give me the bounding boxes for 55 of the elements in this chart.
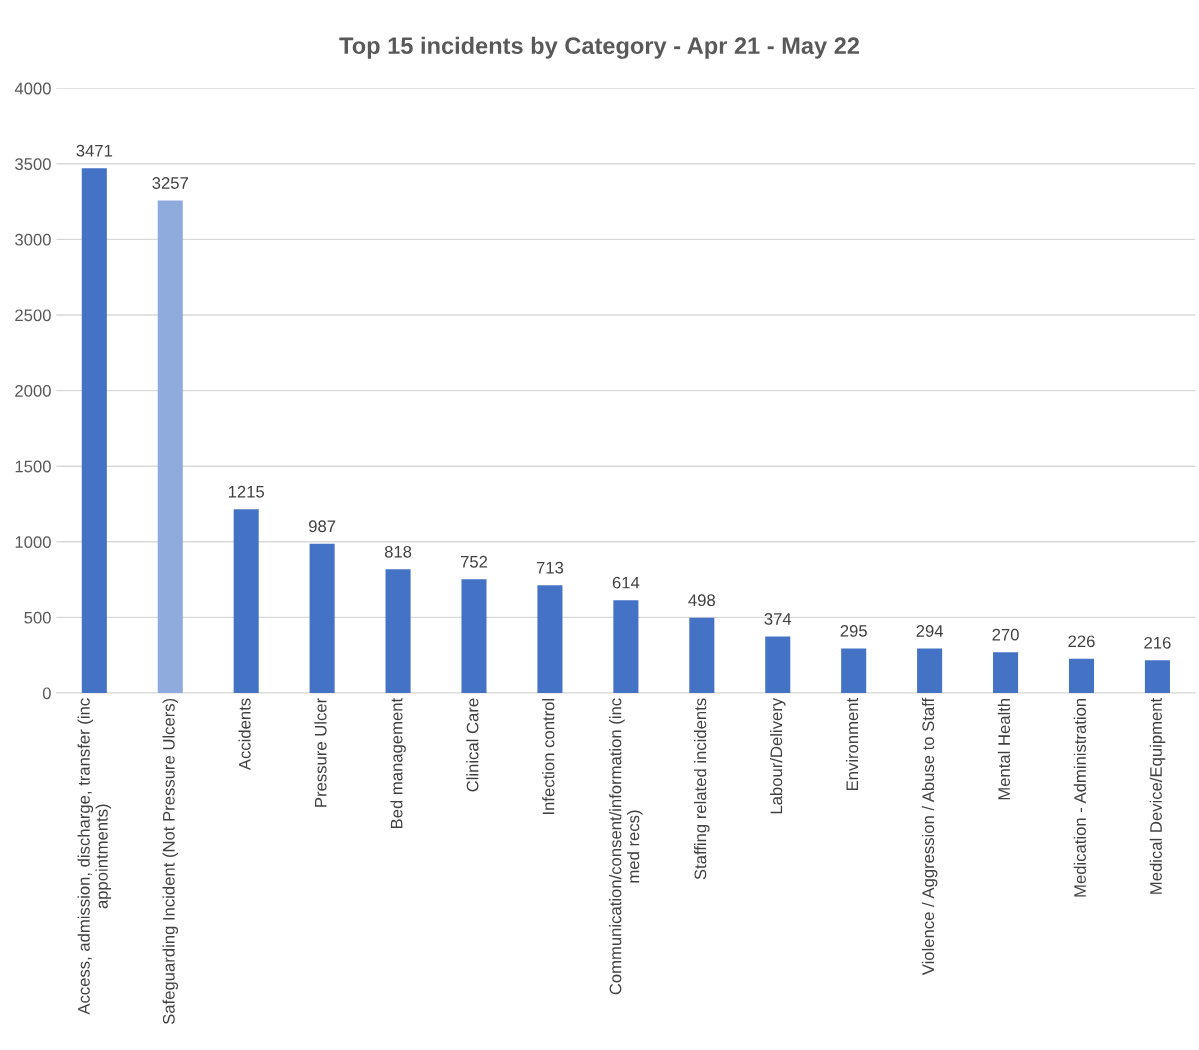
y-tick-label: 2500: [15, 309, 51, 322]
y-tick-label: 3500: [15, 158, 51, 170]
bar: [765, 636, 791, 693]
x-tick-label: Labour/Delivery: [769, 697, 786, 814]
y-tick-label: 0: [42, 687, 51, 700]
data-label: 226: [1068, 635, 1095, 648]
x-tick-label: Communication/consent/information (inc med recs): [609, 698, 643, 995]
bar: [537, 585, 563, 693]
x-tick-label: Violence / Aggression / Abuse to Staff: [921, 697, 938, 976]
x-tick-label: Environment: [845, 697, 859, 791]
data-label: 216: [1144, 636, 1171, 649]
x-tick-label: Access, admission, discharge, transfer (inc appointments): [77, 698, 112, 1015]
bar: [1068, 658, 1095, 693]
x-tick-label: Accidents: [238, 698, 251, 771]
data-label: 752: [460, 555, 488, 568]
data-label: 713: [536, 561, 564, 574]
x-tick-label: Medical Device/Equipment: [1149, 697, 1166, 894]
x-tick-label: Infection control: [542, 698, 555, 814]
y-tick-label: 2000: [15, 385, 51, 397]
x-tick-label: Clinical Care: [466, 698, 479, 792]
bar: [385, 569, 411, 693]
y-tick-label: 4000: [14, 82, 51, 95]
data-label: 818: [384, 545, 412, 558]
x-tick-label: Staffing related incidents: [694, 698, 710, 880]
bar: [233, 509, 259, 693]
bar: [157, 200, 183, 693]
x-tick-label: Bed management: [390, 697, 406, 829]
data-label: 498: [688, 594, 715, 607]
x-tick-label: Medication - Administration: [1073, 698, 1086, 897]
x-tick-label: Mental Health: [997, 698, 1011, 800]
bar: [993, 652, 1019, 693]
y-tick-label: 500: [24, 611, 51, 624]
y-tick-label: 3000: [15, 233, 51, 246]
bar: [613, 600, 639, 693]
bar: [1144, 660, 1170, 693]
data-label: 614: [612, 576, 640, 589]
bar: [841, 648, 867, 693]
x-tick-label: Pressure Ulcer: [314, 698, 327, 807]
data-label: 1215: [228, 485, 265, 498]
data-label: 987: [309, 520, 336, 533]
data-label: 374: [764, 613, 792, 625]
x-tick-label: Safeguarding Incident (Not Pressure Ulcers): [162, 698, 179, 1025]
bar: [461, 579, 487, 693]
bar: [689, 617, 715, 693]
y-tick-label: 1000: [15, 536, 51, 548]
bar: [309, 543, 335, 693]
data-label: 3257: [152, 177, 188, 189]
y-tick-label: 1500: [15, 460, 51, 473]
data-label: 295: [840, 624, 867, 637]
data-label: 3471: [76, 144, 113, 157]
bar: [917, 648, 943, 693]
chart-title: Top 15 incidents by Category - Apr 21 - May 22: [339, 36, 860, 59]
data-label: 270: [992, 628, 1019, 641]
bar: [81, 168, 107, 693]
data-label: 294: [916, 625, 944, 637]
